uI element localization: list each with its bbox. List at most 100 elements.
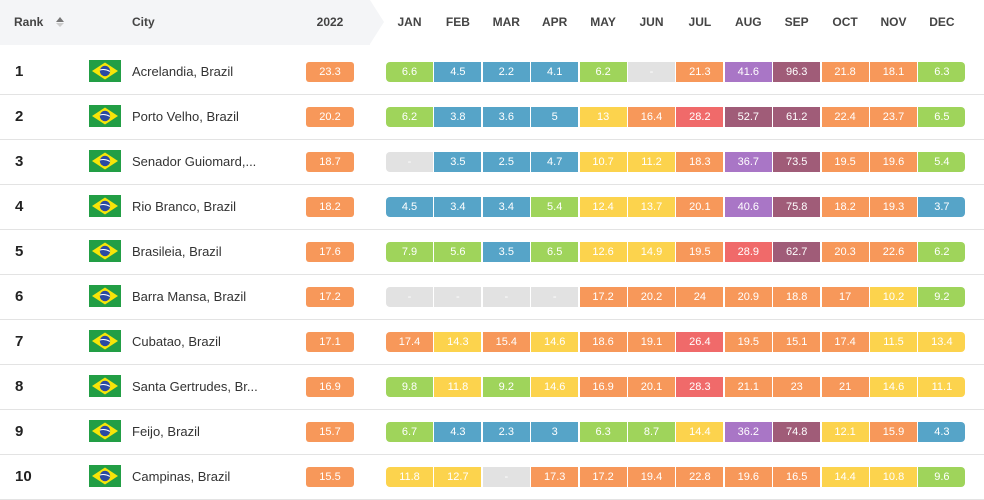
month-value-aug: 52.7 <box>724 107 772 127</box>
annual-average-badge: 18.2 <box>306 197 354 217</box>
month-value-nov: 19.3 <box>870 197 917 217</box>
month-value-jan: 4.5 <box>386 197 433 217</box>
brazil-flag-icon <box>89 375 121 397</box>
rank-number: 5 <box>15 243 24 260</box>
table-row[interactable]: 10 Campinas, Brazil 15.5 11.8 12.7-17.3 17.2 1… <box>0 454 984 500</box>
month-value-jun: 14.9 <box>628 242 675 262</box>
month-header-may: MAY <box>590 15 616 29</box>
month-value-dec: 9.2 <box>918 287 966 307</box>
table-row[interactable]: 7 Cubatao, Brazil 17.1 17.4 14.3 15.4 14.6 18.6… <box>0 319 984 365</box>
city-name-link[interactable]: Feijo, Brazil <box>132 424 200 439</box>
month-value-jul: 18.3 <box>676 152 724 172</box>
month-value-apr: 5 <box>531 107 579 127</box>
rank-number: 6 <box>15 288 24 305</box>
rank-number: 7 <box>15 333 24 350</box>
month-value-sep: 73.5 <box>773 152 821 172</box>
month-value-mar: 15.4 <box>482 332 530 352</box>
city-name-link[interactable]: Rio Branco, Brazil <box>132 199 237 214</box>
table-row[interactable]: 3 Senador Guiomard,... 18.7-3.5 2.5 4.7 10.7 1… <box>0 139 984 185</box>
month-value-dec: 9.6 <box>918 467 966 487</box>
rank-number: 9 <box>15 423 24 440</box>
month-value-may: 6.3 <box>579 422 627 442</box>
month-value-apr: 14.6 <box>531 332 579 352</box>
month-value-jul: 22.8 <box>676 467 724 487</box>
month-value-mar: - <box>482 467 530 487</box>
month-value-sep: 74.8 <box>773 422 821 442</box>
month-header-dec: DEC <box>929 15 955 29</box>
month-value-dec: 6.3 <box>918 62 966 82</box>
month-value-jan: 17.4 <box>386 332 433 352</box>
month-value-jan: - <box>386 287 433 307</box>
month-value-oct: 18.2 <box>821 197 869 217</box>
month-value-mar: 2.3 <box>482 422 530 442</box>
month-header-oct: OCT <box>832 15 858 29</box>
annual-average-badge: 15.7 <box>306 422 354 442</box>
month-value-apr: - <box>531 287 579 307</box>
sort-icon[interactable] <box>56 17 64 27</box>
month-value-dec: 4.3 <box>918 422 966 442</box>
month-header-jul: JUL <box>688 15 712 29</box>
month-value-sep: 18.8 <box>773 287 821 307</box>
month-value-apr: 4.7 <box>531 152 579 172</box>
month-value-jun: - <box>628 62 675 82</box>
table-row[interactable]: 8 Santa Gertrudes, Br... 16.9 9.8 11.8 9.2 14.… <box>0 364 984 410</box>
month-value-jul: 28.3 <box>676 377 724 397</box>
month-value-jan: 6.2 <box>386 107 433 127</box>
table-row[interactable]: 2 Porto Velho, Brazil 20.2 6.2 3.8 3.6 5 13 16.4… <box>0 94 984 140</box>
month-value-jun: 20.2 <box>628 287 675 307</box>
month-value-jun: 13.7 <box>628 197 675 217</box>
month-header-jun: JUN <box>639 15 664 29</box>
month-value-feb: 14.3 <box>434 332 482 352</box>
month-value-jun: 8.7 <box>628 422 675 442</box>
month-value-nov: 10.2 <box>870 287 917 307</box>
annual-average-badge: 15.5 <box>306 467 354 487</box>
annual-average-badge: 17.2 <box>306 287 354 307</box>
month-value-oct: 19.5 <box>821 152 869 172</box>
table-row[interactable]: 5 Brasileia, Brazil 17.6 7.9 5.6 3.5 6.5 12.6 14… <box>0 229 984 275</box>
rank-number: 2 <box>15 108 24 125</box>
annual-average-badge: 17.6 <box>306 242 354 262</box>
month-value-nov: 14.6 <box>870 377 917 397</box>
month-value-feb: 3.5 <box>434 152 482 172</box>
table-row[interactable]: 9 Feijo, Brazil 15.7 6.7 4.3 2.3 3 6.3 8.7 14.4 36… <box>0 409 984 455</box>
month-value-apr: 6.5 <box>531 242 579 262</box>
month-value-nov: 18.1 <box>870 62 917 82</box>
month-value-mar: 3.5 <box>482 242 530 262</box>
city-name-link[interactable]: Brasileia, Brazil <box>132 244 222 259</box>
annual-average-badge: 20.2 <box>306 107 354 127</box>
month-value-oct: 14.4 <box>821 467 869 487</box>
city-name-link[interactable]: Santa Gertrudes, Br... <box>132 379 258 394</box>
city-name-link[interactable]: Barra Mansa, Brazil <box>132 289 247 304</box>
month-value-jan: 6.6 <box>386 62 433 82</box>
city-name-link[interactable]: Acrelandia, Brazil <box>132 64 234 79</box>
brazil-flag-icon <box>89 195 121 217</box>
month-header-nov: NOV <box>880 15 907 29</box>
month-value-nov: 10.8 <box>870 467 917 487</box>
brazil-flag-icon <box>89 330 121 352</box>
city-name-link[interactable]: Porto Velho, Brazil <box>132 109 239 124</box>
month-header-aug: AUG <box>734 15 762 29</box>
city-name-link[interactable]: Senador Guiomard,... <box>132 154 257 169</box>
table-row[interactable]: 6 Barra Mansa, Brazil 17.2- - - -17.2 20.2 24 20… <box>0 274 984 320</box>
month-value-apr: 3 <box>531 422 579 442</box>
table-row[interactable]: 1 Acrelandia, Brazil 23.3 6.6 4.5 2.2 4.1 6.2-2… <box>0 49 984 95</box>
month-value-jun: 11.2 <box>628 152 675 172</box>
table-row[interactable]: 4 Rio Branco, Brazil 18.2 4.5 3.4 3.4 5.4 12.4 1… <box>0 184 984 230</box>
month-value-may: 17.2 <box>579 467 627 487</box>
month-value-jun: 16.4 <box>628 107 675 127</box>
month-value-may: 13 <box>579 107 627 127</box>
brazil-flag-icon <box>89 285 121 307</box>
month-value-dec: 11.1 <box>918 377 966 397</box>
month-value-jan: 9.8 <box>386 377 433 397</box>
month-value-aug: 19.6 <box>724 467 772 487</box>
city-name-link[interactable]: Cubatao, Brazil <box>132 334 221 349</box>
month-value-nov: 22.6 <box>870 242 917 262</box>
rank-number: 1 <box>15 63 24 80</box>
month-value-may: 6.2 <box>579 62 627 82</box>
rank-column-header[interactable]: Rank <box>14 15 44 29</box>
month-value-may: 18.6 <box>579 332 627 352</box>
month-value-nov: 23.7 <box>870 107 917 127</box>
city-name-link[interactable]: Campinas, Brazil <box>132 469 231 484</box>
city-column-header: City <box>132 15 155 29</box>
month-header-feb: FEB <box>445 15 470 29</box>
